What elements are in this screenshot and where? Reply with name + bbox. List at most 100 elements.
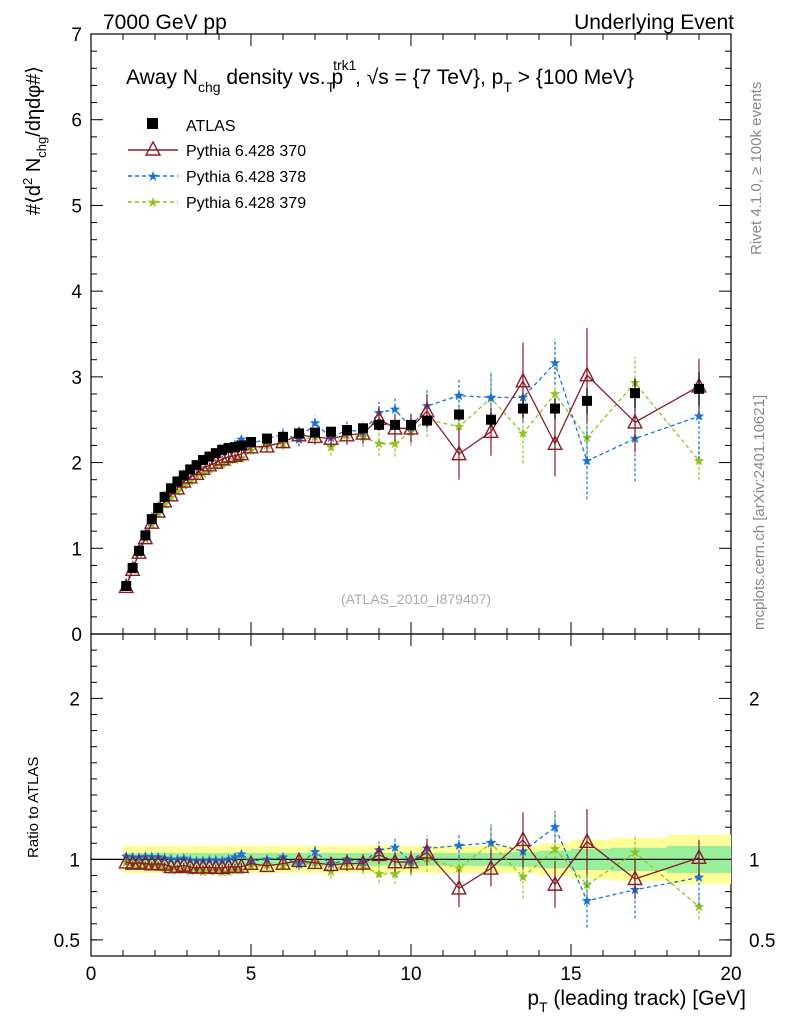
pythia-379-point xyxy=(373,438,385,449)
legend-label-370: Pythia 6.428 370 xyxy=(186,143,306,160)
pythia-379-point xyxy=(217,458,228,469)
atlas-point xyxy=(582,395,592,406)
atlas-point xyxy=(198,455,208,465)
x-tick-label: 10 xyxy=(400,964,421,985)
pythia-370-point xyxy=(451,444,467,461)
ratio-series xyxy=(118,809,707,928)
pythia-378-point xyxy=(133,852,145,863)
pythia-378-point xyxy=(229,851,241,862)
atlas-point xyxy=(406,419,416,430)
pythia-378-point xyxy=(693,871,705,882)
y-tick-label: 4 xyxy=(71,282,82,303)
pythia-379-point xyxy=(453,862,465,873)
pythia-379-point xyxy=(549,388,561,399)
atlas-point xyxy=(486,414,496,425)
legend-marker-370 xyxy=(144,140,162,156)
pythia-370-point xyxy=(515,830,531,847)
atlas-point xyxy=(342,425,352,435)
pythia-370-point xyxy=(627,413,643,429)
pythia-379-point xyxy=(159,499,170,509)
atlas-point xyxy=(140,530,151,541)
pythia-378-point xyxy=(309,417,321,428)
pythia-370-point xyxy=(451,879,467,895)
pythia-379-point xyxy=(204,865,215,876)
plot-title: Away Nchg density vs. ptrk1 T, √s = {7 Te… xyxy=(126,57,634,95)
atlas-point xyxy=(230,442,240,453)
pythia-379-point xyxy=(389,868,401,879)
atlas-point xyxy=(191,460,202,471)
x-axis-label: pT (leading track) [GeV] xyxy=(527,987,746,1015)
pythia-370-point xyxy=(220,447,237,463)
pythia-370-point xyxy=(579,832,595,848)
atlas-point xyxy=(166,483,176,494)
atlas-point xyxy=(172,476,183,487)
pythia-379-point xyxy=(517,427,529,438)
y-tick-label: 2 xyxy=(71,454,82,475)
atlas-point xyxy=(422,415,432,426)
atlas-point xyxy=(153,503,164,513)
pythia-379-point xyxy=(178,480,189,491)
pythia-378-point xyxy=(389,403,401,414)
pythia-378-point xyxy=(389,842,401,852)
ratio-y-tick-label: 2 xyxy=(69,689,80,710)
pythia-370-point xyxy=(243,854,259,871)
y-tick-label: 0 xyxy=(71,625,82,646)
pythia-370-point xyxy=(214,450,231,466)
atlas-point xyxy=(178,470,189,481)
pythia-378-point xyxy=(453,840,465,850)
atlas-point xyxy=(246,437,256,447)
atlas-point xyxy=(518,403,528,414)
atlas-point xyxy=(236,440,247,451)
pythia-370-point xyxy=(169,857,186,873)
pythia-378-point xyxy=(549,357,561,368)
atlas-point xyxy=(146,514,157,525)
y-tick-label: 3 xyxy=(71,368,82,389)
atlas-point xyxy=(134,545,144,556)
atlas-point xyxy=(294,428,304,439)
pythia-370-point xyxy=(483,422,499,439)
pythia-370-point xyxy=(515,372,531,388)
pythia-378-point xyxy=(485,391,497,402)
atlas-point xyxy=(217,444,228,455)
pythia-379-point xyxy=(185,475,196,486)
axis-ticks: 0 5 10 15 20 0 1 2 3 4 5 6 7 0.5 0.5 1 1 2 2 xyxy=(54,25,776,985)
pythia-379-point xyxy=(389,438,401,449)
pythia-370-point xyxy=(387,853,403,869)
pythia-370-point xyxy=(227,446,243,463)
pythia-370-point xyxy=(124,854,141,870)
pythia-370-point xyxy=(691,848,707,865)
ratio-y-tick-label: 0.5 xyxy=(54,931,80,952)
main-series xyxy=(118,328,707,594)
pythia-378-point xyxy=(693,410,705,421)
pythia-379-point xyxy=(165,492,177,503)
pythia-378-line xyxy=(126,825,700,902)
pythia-370-point xyxy=(233,857,250,874)
pythia-379-point xyxy=(549,843,561,854)
atlas-point xyxy=(278,431,288,442)
pythia-378-point xyxy=(581,895,593,906)
y-tick-label: 7 xyxy=(71,25,82,46)
atlas-point xyxy=(262,433,272,444)
atlas-point xyxy=(454,409,464,420)
atlas-point xyxy=(550,403,560,414)
y-tick-label: 1 xyxy=(71,539,82,560)
atlas-point xyxy=(127,563,138,573)
y-tick-label: 6 xyxy=(71,111,82,132)
pythia-370-point xyxy=(403,853,419,869)
legend-marker-atlas xyxy=(147,118,158,129)
pythia-370-point xyxy=(259,437,275,453)
mcplots-label: mcplots.cern.ch [arXiv:2401.10621] xyxy=(751,395,768,630)
y-axis-label: #⟨d2 Nchg/dηdφ#⟩ xyxy=(20,66,49,215)
rivet-version-label: Rivet 4.1.0, ≥ 100k events xyxy=(748,82,765,255)
pythia-379-point xyxy=(693,901,705,912)
pythia-379-point xyxy=(693,455,705,466)
atlas-point xyxy=(185,464,196,475)
pythia-379-point xyxy=(153,861,164,872)
pythia-379-point xyxy=(204,463,215,474)
atlas-point xyxy=(694,383,704,394)
pythia-378-line xyxy=(125,361,700,586)
pythia-379-point xyxy=(517,871,529,882)
pythia-370-point xyxy=(275,854,291,870)
pythia-379-point xyxy=(629,847,641,857)
